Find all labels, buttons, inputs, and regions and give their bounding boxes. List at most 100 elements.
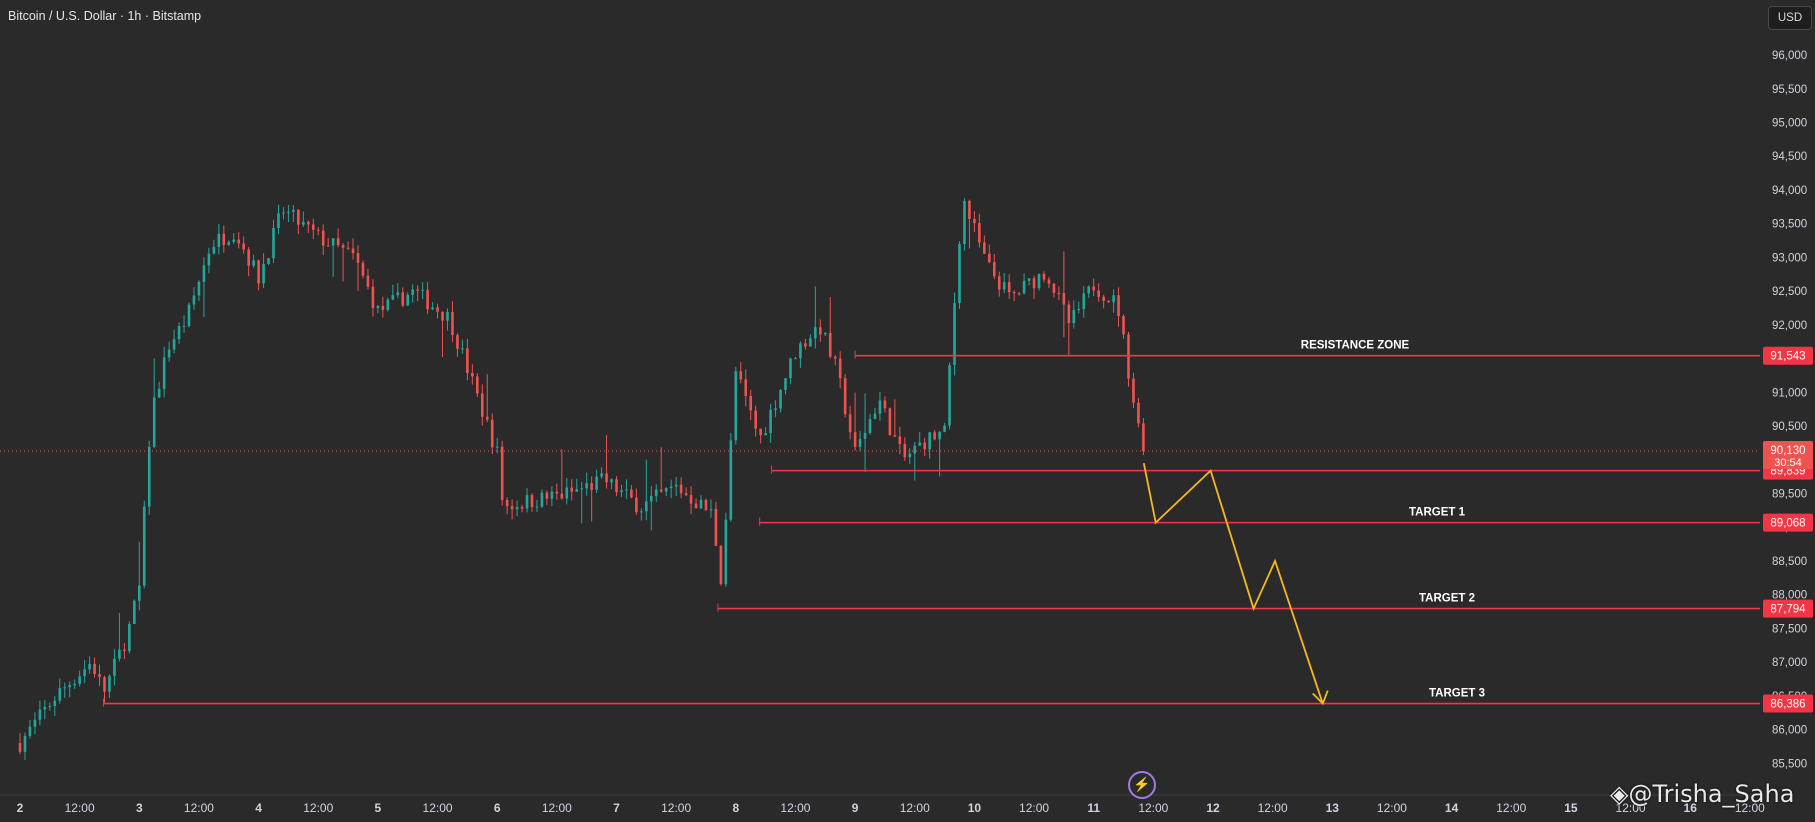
y-tick-label: 93,500 xyxy=(1772,219,1807,231)
candle-body xyxy=(267,258,270,264)
candle-body xyxy=(1107,300,1110,303)
candle-body xyxy=(103,677,106,692)
candle-body xyxy=(664,487,668,492)
candle-body xyxy=(535,506,539,508)
candle-body xyxy=(863,432,867,439)
candle-body xyxy=(316,229,320,231)
candle-body xyxy=(819,327,822,335)
candle-body xyxy=(500,446,504,500)
candle-body xyxy=(625,489,628,491)
candle-body xyxy=(227,241,231,245)
candle-body xyxy=(197,281,201,296)
candle-body xyxy=(476,376,479,394)
candle-body xyxy=(68,685,72,688)
x-tick-label: 12:00 xyxy=(1138,801,1168,815)
candle-body xyxy=(172,339,176,350)
candle-body xyxy=(53,700,57,706)
candle-body xyxy=(93,663,96,675)
candle-body xyxy=(908,453,912,458)
x-tick-label: 11 xyxy=(1087,801,1100,815)
candle-body xyxy=(1062,292,1066,305)
candle-body xyxy=(391,295,395,300)
candle-body xyxy=(809,338,812,347)
candle-body xyxy=(794,358,797,360)
candle-body xyxy=(1027,278,1031,281)
candle-body xyxy=(63,687,67,689)
countdown-text: 30:54 xyxy=(1774,457,1802,469)
level-name-label: TARGET 1 xyxy=(1409,507,1466,519)
candle-body xyxy=(1132,378,1135,403)
candle-body xyxy=(471,373,474,377)
candle-body xyxy=(222,233,226,245)
candle-body xyxy=(520,507,524,509)
candle-body xyxy=(1057,292,1061,294)
candle-body xyxy=(988,253,991,263)
candle-body xyxy=(828,332,832,357)
candle-body xyxy=(928,432,931,450)
candle-body xyxy=(724,519,728,585)
candle-body xyxy=(257,260,260,284)
candle-body xyxy=(287,211,290,213)
candle-body xyxy=(446,311,449,321)
candle-body xyxy=(580,488,584,490)
x-tick-label: 12:00 xyxy=(542,801,572,815)
candle-body xyxy=(33,719,37,727)
candle-body xyxy=(714,509,718,546)
candle-body xyxy=(157,389,161,398)
x-tick-label: 8 xyxy=(732,801,739,815)
candle-body xyxy=(709,509,713,511)
candle-body xyxy=(694,503,698,509)
candle-body xyxy=(302,221,305,225)
candle-body xyxy=(729,440,733,520)
candle-body xyxy=(605,473,608,483)
candle-body xyxy=(217,233,221,247)
candle-body xyxy=(297,209,300,225)
candle-body xyxy=(1097,290,1100,297)
lightning-icon[interactable]: ⚡ xyxy=(1128,771,1156,799)
candle-body xyxy=(1007,282,1011,293)
candle-body xyxy=(843,378,847,415)
candle-body xyxy=(555,491,559,494)
x-tick-label: 12:00 xyxy=(184,801,214,815)
y-tick-label: 95,000 xyxy=(1772,118,1807,130)
level-price-text: 86,386 xyxy=(1770,699,1805,711)
candle-body xyxy=(331,238,335,246)
candle-body xyxy=(719,545,723,585)
candle-body xyxy=(1012,292,1016,294)
candle-body xyxy=(1017,293,1021,295)
candle-body xyxy=(1137,402,1140,424)
x-tick-label: 12:00 xyxy=(65,801,95,815)
candle-body xyxy=(983,242,986,254)
candle-body xyxy=(585,483,588,489)
candle-body xyxy=(968,200,971,219)
candle-body xyxy=(237,239,241,244)
x-tick-label: 12:00 xyxy=(303,801,333,815)
x-tick-label: 12:00 xyxy=(900,801,930,815)
candle-body xyxy=(640,511,643,513)
y-tick-label: 93,000 xyxy=(1772,252,1807,264)
x-tick-label: 2 xyxy=(17,801,24,815)
candle-body xyxy=(23,735,27,752)
projection-arrowhead xyxy=(1312,690,1329,706)
y-tick-label: 88,000 xyxy=(1772,590,1807,602)
candle-body xyxy=(923,442,926,450)
candle-body xyxy=(699,499,703,509)
candle-body xyxy=(749,395,753,411)
candle-body xyxy=(575,489,579,492)
candle-body xyxy=(88,663,91,670)
currency-button[interactable]: USD xyxy=(1768,6,1812,30)
x-tick-label: 14 xyxy=(1445,801,1459,815)
candle-body xyxy=(893,435,897,437)
level-name-label: TARGET 2 xyxy=(1419,593,1475,605)
candle-body xyxy=(570,487,574,492)
candle-body xyxy=(247,249,250,266)
candle-body xyxy=(595,476,598,490)
current-price-badge xyxy=(1763,441,1813,469)
candle-body xyxy=(615,479,618,493)
x-tick-label: 12:00 xyxy=(1019,801,1049,815)
candle-body xyxy=(973,218,976,224)
level-price-badge xyxy=(1763,346,1813,365)
candle-body xyxy=(769,409,772,434)
x-tick-label: 12:00 xyxy=(1735,801,1765,815)
